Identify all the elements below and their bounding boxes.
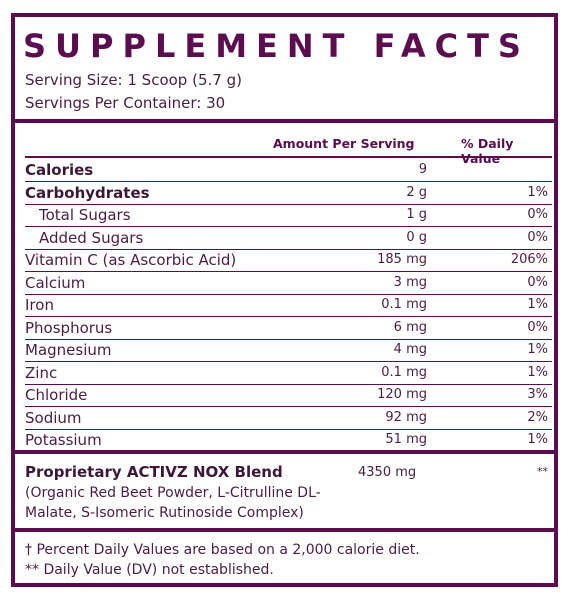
nutrient-row-calories: Calories 9 xyxy=(25,159,552,181)
row-divider xyxy=(25,294,552,295)
row-divider xyxy=(25,361,552,362)
nutrient-row-vitamin-c: Vitamin C (as Ascorbic Acid) 185 mg 206% xyxy=(25,249,552,271)
nutrient-dv: 0% xyxy=(527,275,548,290)
row-divider xyxy=(25,226,552,227)
row-divider xyxy=(25,316,552,317)
nutrient-label: Zinc xyxy=(25,364,58,382)
nutrient-dv: 206% xyxy=(510,252,548,267)
daily-value-header: % Daily Value xyxy=(461,136,514,166)
nutrient-label: Potassium xyxy=(25,431,102,449)
nutrient-amount: 0 g xyxy=(406,230,427,245)
nutrient-dv: 0% xyxy=(527,230,548,245)
nutrient-dv: 3% xyxy=(527,387,548,402)
blend-amount: 4350 mg xyxy=(358,465,417,480)
nutrient-amount: 0.1 mg xyxy=(381,365,427,380)
nutrient-dv: 1% xyxy=(527,365,548,380)
nutrient-label: Chloride xyxy=(25,386,88,404)
nutrient-row-potassium: Potassium 51 mg 1% xyxy=(25,429,552,451)
nutrient-row-total-sugars: Total Sugars 1 g 0% xyxy=(25,204,552,226)
nutrient-amount: 9 xyxy=(418,162,427,177)
row-divider xyxy=(25,181,552,182)
row-divider xyxy=(25,204,552,205)
footnote-daily-values: † Percent Daily Values are based on a 2,… xyxy=(25,542,420,558)
row-divider xyxy=(25,339,552,340)
nutrient-row-added-sugars: Added Sugars 0 g 0% xyxy=(25,227,552,249)
row-divider xyxy=(25,249,552,250)
nutrient-row-carbohydrates: Carbohydrates 2 g 1% xyxy=(25,182,552,204)
thick-divider-top xyxy=(15,119,554,123)
nutrient-row-calcium: Calcium 3 mg 0% xyxy=(25,272,552,294)
servings-per-container: Servings Per Container: 30 xyxy=(25,94,226,112)
nutrient-row-phosphorus: Phosphorus 6 mg 0% xyxy=(25,317,552,339)
nutrient-dv: 0% xyxy=(527,320,548,335)
nutrient-dv: 1% xyxy=(527,432,548,447)
nutrient-amount: 185 mg xyxy=(377,252,427,267)
supplement-facts-panel: SUPPLEMENT FACTS Serving Size: 1 Scoop (… xyxy=(11,13,558,587)
nutrient-label: Calories xyxy=(25,161,94,179)
row-divider xyxy=(25,429,552,430)
nutrient-amount: 51 mg xyxy=(385,432,427,447)
serving-size: Serving Size: 1 Scoop (5.7 g) xyxy=(25,71,242,89)
amount-per-serving-header: Amount Per Serving xyxy=(273,136,415,151)
nutrient-dv: 1% xyxy=(527,342,548,357)
nutrient-label: Total Sugars xyxy=(39,206,131,224)
footnote-dv-not-established: ** Daily Value (DV) not established. xyxy=(25,562,274,578)
nutrient-amount: 0.1 mg xyxy=(381,297,427,312)
nutrient-dv: 1% xyxy=(527,185,548,200)
nutrient-label: Carbohydrates xyxy=(25,184,150,202)
row-divider xyxy=(25,271,552,272)
nutrient-dv: 2% xyxy=(527,410,548,425)
nutrient-label: Phosphorus xyxy=(25,319,113,337)
nutrient-row-iron: Iron 0.1 mg 1% xyxy=(25,294,552,316)
nutrient-amount: 4 mg xyxy=(393,342,427,357)
nutrient-row-magnesium: Magnesium 4 mg 1% xyxy=(25,339,552,361)
nutrient-amount: 120 mg xyxy=(377,387,427,402)
header-divider xyxy=(25,156,552,158)
panel-title: SUPPLEMENT FACTS xyxy=(23,27,530,65)
nutrient-label: Magnesium xyxy=(25,341,112,359)
nutrient-amount: 2 g xyxy=(406,185,427,200)
nutrient-row-sodium: Sodium 92 mg 2% xyxy=(25,407,552,429)
nutrient-dv: 1% xyxy=(527,297,548,312)
thick-divider-blend xyxy=(15,450,554,454)
row-divider xyxy=(25,384,552,385)
nutrient-label: Calcium xyxy=(25,274,86,292)
blend-name: Proprietary ACTIVZ NOX Blend xyxy=(25,463,283,481)
blend-ingredients: (Organic Red Beet Powder, L-Citrulline D… xyxy=(25,485,321,521)
nutrient-label: Added Sugars xyxy=(39,229,144,247)
nutrient-row-zinc: Zinc 0.1 mg 1% xyxy=(25,362,552,384)
row-divider xyxy=(25,406,552,407)
nutrient-label: Vitamin C (as Ascorbic Acid) xyxy=(25,251,237,269)
nutrient-label: Iron xyxy=(25,296,54,314)
blend-dv: ** xyxy=(537,465,548,478)
nutrient-amount: 92 mg xyxy=(385,410,427,425)
nutrient-dv: 0% xyxy=(527,207,548,222)
nutrient-amount: 1 g xyxy=(406,207,427,222)
nutrient-amount: 3 mg xyxy=(393,275,427,290)
thick-divider-footer xyxy=(15,528,554,532)
nutrient-row-chloride: Chloride 120 mg 3% xyxy=(25,384,552,406)
nutrient-amount: 6 mg xyxy=(393,320,427,335)
nutrient-label: Sodium xyxy=(25,409,82,427)
